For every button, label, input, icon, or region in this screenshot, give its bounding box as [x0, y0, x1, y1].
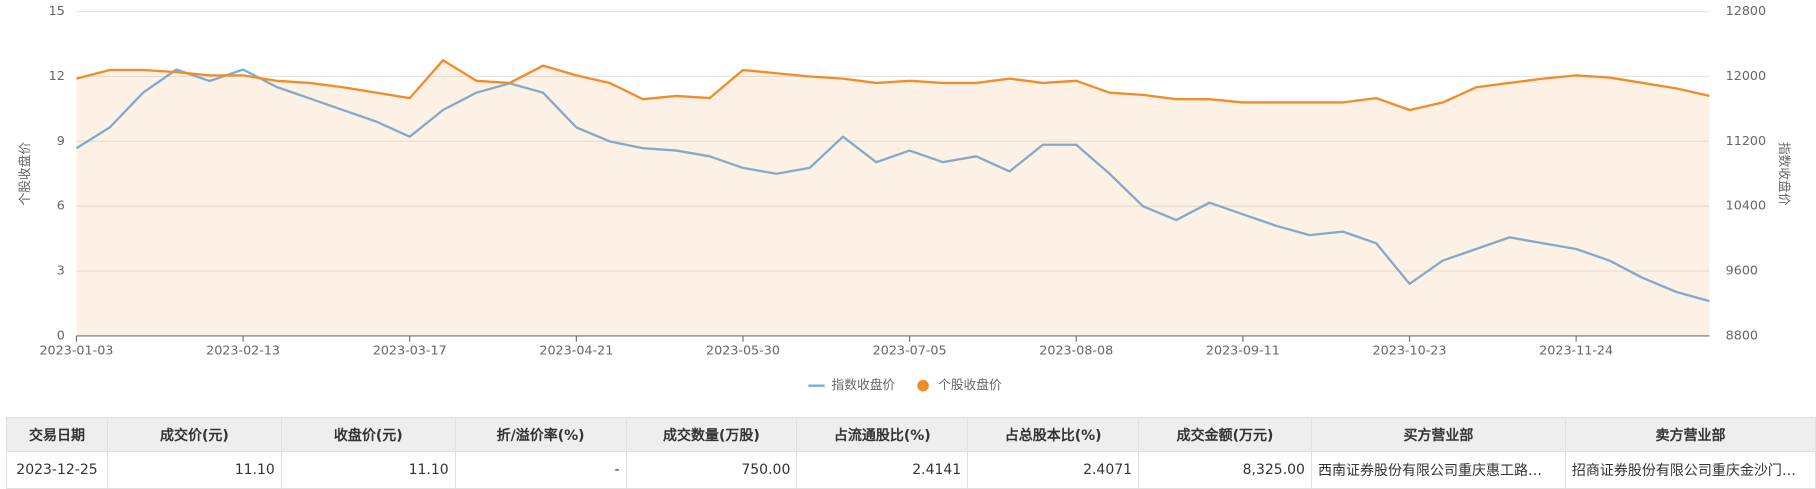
table-cell: 11.10 [280, 451, 456, 489]
trade-table: 交易日期 成交价(元) 收盘价(元) 折/溢价率(%) 成交数量(万股) 占流通股比(%)… [6, 417, 1816, 489]
area [76, 60, 1710, 336]
table-cell: 8,325.00 [1138, 451, 1312, 489]
y2-tick-label: 11200 [1726, 134, 1766, 149]
y-tick-label: 9 [57, 134, 65, 149]
y-axis-label: 个股收盘价 [17, 142, 33, 206]
header-cell: 成交金额(万元) [1138, 417, 1312, 452]
header-cell: 成交价(元) [106, 417, 282, 452]
y2-tick-label: 12800 [1726, 4, 1766, 19]
header-cell: 折/溢价率(%) [454, 417, 627, 452]
table-cell: 2023-12-25 [6, 451, 108, 489]
table-cell: 2.4071 [967, 451, 1140, 489]
x-tick-label: 2023-02-13 [206, 343, 280, 358]
chart: 个股收盘价 指数收盘价 0 3 6 9 12 15 8800 9600 10400 11200 12… [17, 4, 1792, 393]
header-cell: 买方营业部 [1310, 417, 1566, 452]
table-cell: 2.4141 [796, 451, 969, 489]
table-cell: 招商证券股份有限公司重庆金沙门… [1564, 451, 1816, 489]
y-tick-label: 3 [57, 264, 65, 279]
legend-label: 指数收盘价 [832, 377, 896, 393]
x-tick-label: 2023-08-08 [1039, 343, 1113, 358]
line [76, 59, 1710, 112]
header-cell: 收盘价(元) [280, 417, 456, 452]
table-cell: 750.00 [625, 451, 798, 489]
x-tick-label: 2023-11-24 [1539, 343, 1613, 358]
y2-tick-label: 8800 [1726, 328, 1758, 343]
header-cell: 交易日期 [6, 417, 108, 452]
x-tick-label: 2023-07-05 [873, 343, 947, 358]
y-tick-label: 15 [49, 4, 65, 19]
y2-tick-label: 12000 [1726, 69, 1766, 84]
y-tick-label: 12 [49, 69, 65, 84]
header-cell: 成交数量(万股) [625, 417, 798, 452]
table-row: 2023-12-25 11.10 11.10-750.00 2.4141 2.4071 8… [6, 451, 1816, 489]
header-row: 交易日期 成交价(元) 收盘价(元) 折/溢价率(%) 成交数量(万股) 占流通股比(%)… [6, 417, 1816, 452]
legend-marker [917, 379, 929, 392]
legend-label: 个股收盘价 [938, 377, 1002, 393]
x-tick-label: 2023-10-23 [1373, 343, 1447, 358]
y-tick-label: 6 [57, 199, 65, 214]
table-cell: - [454, 451, 627, 489]
header-cell: 占流通股比(%) [796, 417, 969, 452]
y2-axis-label: 指数收盘价 [1776, 142, 1792, 206]
y2-tick-label: 10400 [1726, 199, 1766, 214]
x-tick-label: 2023-04-21 [539, 343, 613, 358]
line [75, 68, 1710, 303]
x-tick-label: 2023-05-30 [706, 343, 780, 358]
table-cell: 西南证券股份有限公司重庆惠工路… [1310, 451, 1566, 489]
header-cell: 占总股本比(%) [967, 417, 1140, 452]
y2-tick-label: 9600 [1726, 264, 1758, 279]
y-tick-label: 0 [57, 328, 65, 343]
x-tick-label: 2023-09-11 [1206, 343, 1280, 358]
header-cell: 卖方营业部 [1564, 417, 1816, 452]
x-tick-label: 2023-01-03 [39, 343, 113, 358]
x-tick-label: 2023-03-17 [373, 343, 447, 358]
table-cell: 11.10 [106, 451, 282, 489]
table-body: 2023-12-25 11.10 11.10-750.00 2.4141 2.4071 8… [6, 451, 1816, 489]
